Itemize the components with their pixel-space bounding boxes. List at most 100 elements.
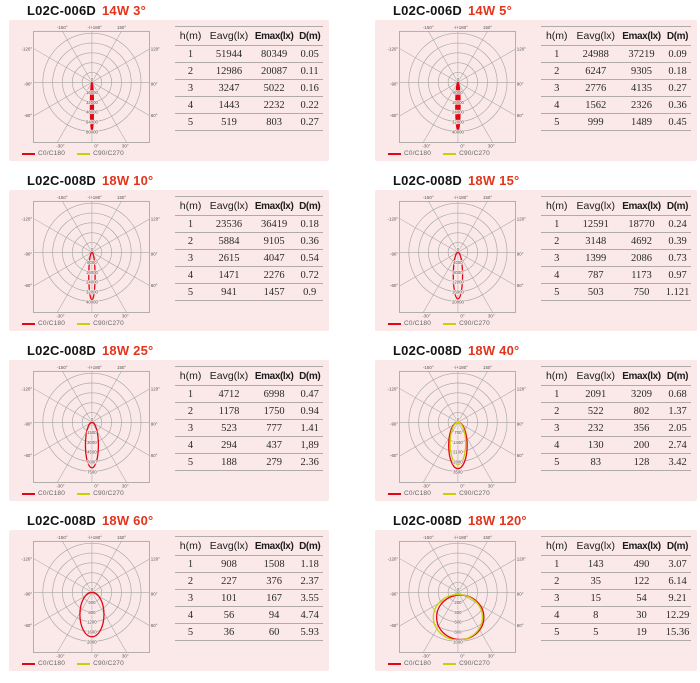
wattage-beam-angle: 14W 3° [102, 3, 146, 18]
table-cell: 0.27 [664, 79, 691, 97]
table-cell: 36 [206, 623, 252, 641]
table-cell: 143 [572, 555, 619, 573]
polar-spoke [91, 592, 150, 626]
column-header: h(m) [541, 536, 573, 556]
table-cell: 2276 [251, 266, 297, 284]
angle-label: -/+180° [453, 535, 468, 540]
angle-label: -30° [56, 484, 64, 489]
table-row: 3 523 777 1.41 [175, 419, 323, 437]
table-row: 4 1562 2326 0.36 [541, 96, 691, 114]
radial-tick-label: 2800 [453, 459, 463, 464]
table-cell: 0.9 [296, 283, 323, 301]
panel-card: 0 200 400 600 800 1000 -150° -/+180° 150° -120° -9… [375, 530, 697, 671]
polar-ring [52, 552, 132, 632]
model-name: L02C-006D [393, 3, 462, 18]
table-cell: 0.24 [664, 215, 691, 233]
legend-item-c90: C90/C270 [443, 320, 490, 327]
angle-label: 150° [117, 365, 126, 370]
table-cell: 3209 [619, 385, 664, 403]
polar-plot-border [33, 370, 150, 483]
polar-plot-border [399, 200, 516, 313]
table-cell: 4 [541, 436, 573, 454]
table-cell: 1471 [206, 266, 252, 284]
table-cell: 6998 [251, 385, 297, 403]
table-cell: 15 [572, 589, 619, 607]
radial-tick-label: 800 [88, 610, 96, 615]
polar-spoke [56, 252, 93, 313]
table-cell: 1 [175, 555, 207, 573]
table-cell: 9.21 [664, 589, 691, 607]
polar-spoke [422, 592, 459, 653]
model-name: L02C-008D [393, 173, 462, 188]
table-row: 3 15 54 9.21 [541, 589, 691, 607]
table-row: 1 23536 36419 0.18 [175, 215, 323, 233]
table-cell: 101 [206, 589, 252, 607]
column-header: Emax(lx) [619, 366, 664, 386]
table-cell: 200 [619, 436, 664, 454]
angle-label: 60° [517, 623, 524, 628]
polar-ring [447, 242, 469, 263]
table-cell: 1 [541, 45, 573, 63]
diagram-column: 0 8000 16000 24000 32000 40000 -150° -/+180° 150… [379, 23, 537, 159]
radial-tick-label: 16000 [86, 270, 98, 275]
table-cell: 0.27 [296, 113, 323, 131]
table-cell: 1443 [206, 96, 252, 114]
angle-label: 90° [517, 592, 524, 597]
column-header: h(m) [541, 366, 573, 386]
radial-tick-label: 7500 [87, 469, 97, 474]
table-cell: 2615 [206, 249, 252, 267]
polar-ring [408, 542, 508, 642]
radial-tick-label: 1500 [87, 430, 97, 435]
legend-label: C90/C270 [459, 320, 490, 327]
angle-label: 0° [94, 484, 98, 489]
table-cell: 4692 [619, 232, 664, 250]
column-header: D(m) [296, 536, 323, 556]
table-cell: 2 [541, 232, 573, 250]
polar-ring [418, 552, 498, 632]
angle-label: 0° [460, 314, 464, 319]
column-header: h(m) [175, 26, 207, 46]
radial-tick-label: 32000 [86, 100, 98, 105]
legend-label: C0/C180 [38, 660, 66, 667]
radial-tick-label: 1200 [87, 620, 97, 625]
panel-title: L02C-006D 14W 5° [375, 2, 697, 20]
polar-spoke [457, 218, 516, 253]
illuminance-table: h(m) Eavg(lx) Emax(lx) D(m) 1 23536 36419 0… [175, 196, 323, 301]
polar-ring [418, 382, 498, 462]
table-cell: 2086 [619, 249, 664, 267]
table-cell: 5884 [206, 232, 252, 250]
column-header: D(m) [664, 26, 691, 46]
radial-tick-label: 32000 [452, 119, 464, 124]
c90-line-swatch [443, 322, 457, 325]
table-header-row: h(m) Eavg(lx) Emax(lx) D(m) [175, 26, 323, 46]
panel-title: L02C-006D 14W 3° [9, 2, 329, 20]
column-header: h(m) [175, 366, 207, 386]
c90-line-swatch [443, 662, 457, 665]
angle-label: -/+180° [453, 195, 468, 200]
angle-label: -60° [390, 453, 398, 458]
beam-curve [449, 421, 467, 466]
table-row: 2 12986 20087 0.11 [175, 62, 323, 80]
table-cell: 2232 [251, 96, 297, 114]
photometric-panel: L02C-006D 14W 3° 0 16000 32000 48000 64000 800… [9, 2, 329, 172]
table-column: h(m) Eavg(lx) Emax(lx) D(m) 1 143 490 3.07 2… [537, 533, 693, 669]
radial-tick-label: 2100 [453, 450, 463, 455]
diagram-column: 0 8000 16000 24000 32000 40000 -150° -/+180° 150… [13, 193, 171, 329]
table-cell: 1 [175, 385, 207, 403]
table-cell: 1508 [251, 555, 297, 573]
beam-curve [455, 81, 461, 132]
illuminance-table: h(m) Eavg(lx) Emax(lx) D(m) 1 4712 6998 0.4… [175, 366, 323, 471]
table-cell: 1 [541, 555, 573, 573]
polar-ring [428, 222, 488, 283]
table-cell: 1562 [572, 96, 619, 114]
polar-diagram: 0 4000 8000 12000 16000 20000 -150° -/+180° 150°… [388, 195, 527, 319]
angle-label: -60° [390, 113, 398, 118]
polar-plot-border [399, 540, 516, 653]
radial-tick-label: 400 [454, 610, 462, 615]
radial-tick-label: 1000 [453, 639, 463, 644]
table-cell: 4135 [619, 79, 664, 97]
table-cell: 0.18 [664, 62, 691, 80]
column-header: Emax(lx) [251, 26, 297, 46]
table-cell: 8 [572, 606, 619, 624]
table-cell: 1750 [251, 402, 297, 420]
